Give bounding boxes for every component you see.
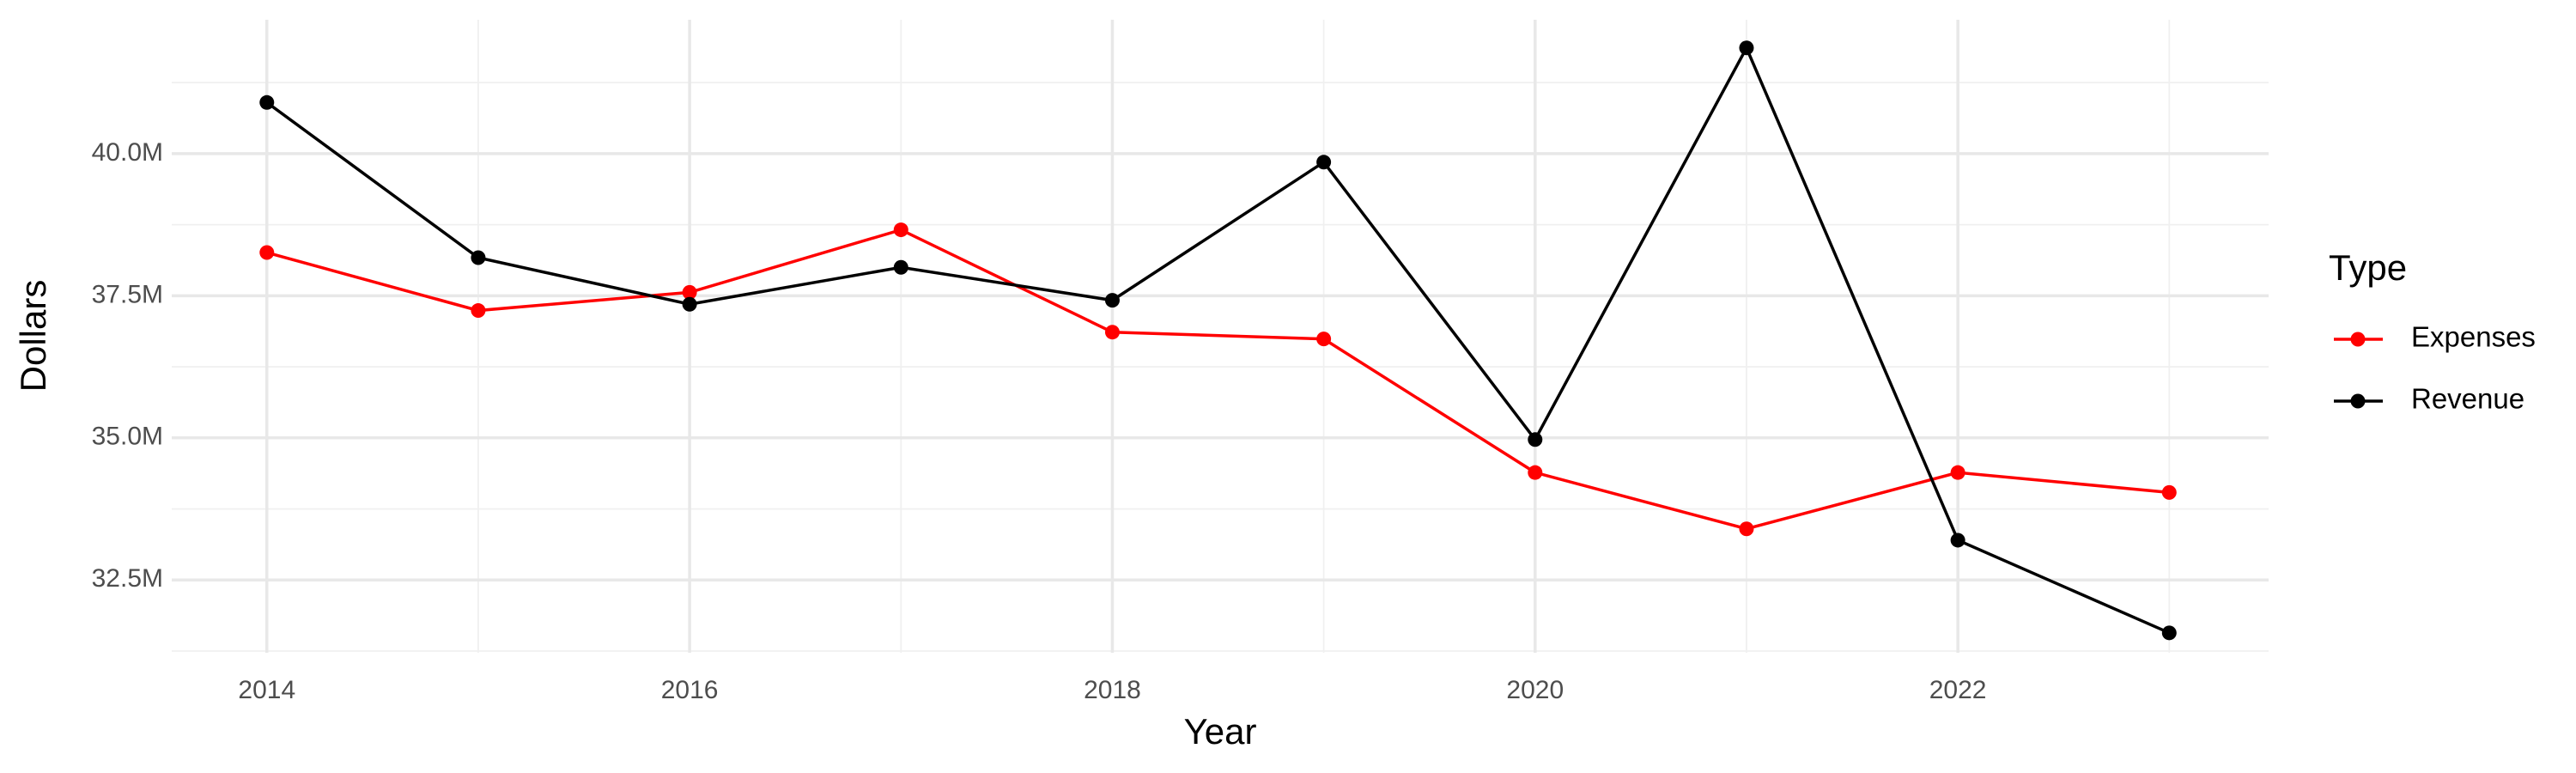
x-tick-label: 2020 xyxy=(1506,676,1564,704)
legend-title: Type xyxy=(2329,247,2407,288)
data-point xyxy=(259,94,275,110)
data-point xyxy=(2161,625,2177,641)
x-tick-label: 2018 xyxy=(1084,676,1141,704)
data-point xyxy=(1104,325,1120,340)
grid xyxy=(172,20,2269,653)
y-tick-label: 32.5M xyxy=(92,564,163,593)
data-point xyxy=(1104,293,1120,308)
legend-label: Expenses xyxy=(2411,321,2536,353)
legend-key xyxy=(2350,332,2366,347)
data-point xyxy=(682,296,697,312)
data-point xyxy=(1528,432,1543,447)
plot xyxy=(259,40,2177,641)
data-point xyxy=(682,284,697,300)
data-point xyxy=(2161,484,2177,500)
x-tick-label: 2022 xyxy=(1929,676,1987,704)
y-tick-label: 37.5M xyxy=(92,280,163,308)
legend-key xyxy=(2350,393,2366,409)
data-point xyxy=(893,222,908,238)
data-point xyxy=(1316,332,1332,347)
x-axis-title: Year xyxy=(1184,711,1257,752)
y-tick-label: 40.0M xyxy=(92,138,163,167)
data-point xyxy=(893,259,908,275)
data-point xyxy=(1316,155,1332,170)
data-point xyxy=(1739,40,1754,56)
series-line xyxy=(266,228,2170,531)
data-point xyxy=(259,245,275,260)
data-point xyxy=(1739,521,1754,537)
data-point xyxy=(1950,465,1965,480)
data-point xyxy=(471,250,486,265)
x-tick-label: 2016 xyxy=(661,676,719,704)
data-point xyxy=(471,303,486,319)
x-tick-label: 2014 xyxy=(238,676,295,704)
data-point xyxy=(1950,533,1965,548)
series-line xyxy=(265,44,2171,635)
y-axis-title: Dollars xyxy=(13,280,53,393)
legend-label: Revenue xyxy=(2411,383,2524,415)
y-tick-label: 35.0M xyxy=(92,423,163,451)
data-point xyxy=(1528,465,1543,480)
